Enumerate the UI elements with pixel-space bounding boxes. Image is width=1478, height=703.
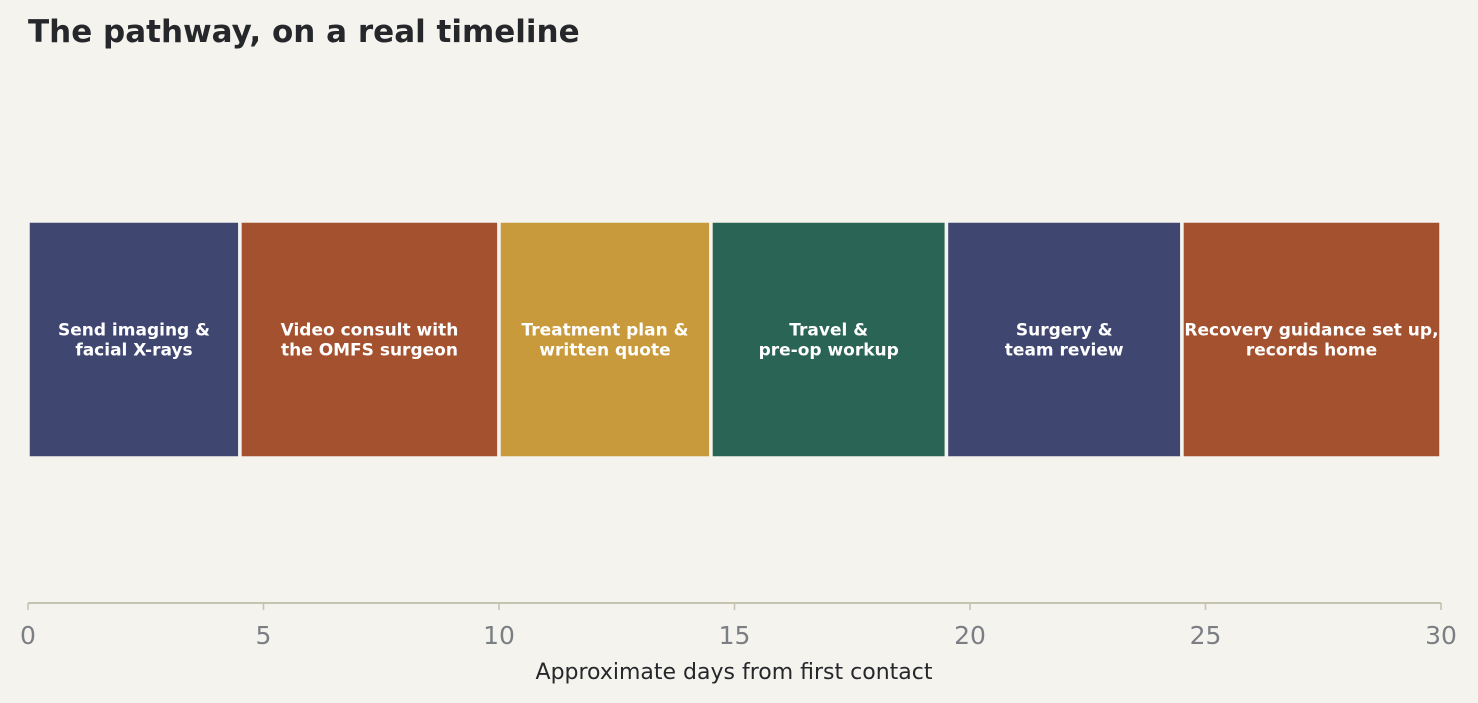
- x-tick-label: 25: [1190, 621, 1222, 650]
- x-tick-label: 0: [20, 621, 36, 650]
- timeline-segment: Send imaging & facial X-rays: [26, 219, 242, 460]
- segments-layer: Send imaging & facial X-rays Video consult…: [26, 219, 1443, 460]
- timeline-segment-label: Treatment plan & written quote: [521, 321, 688, 361]
- x-tick-label: 15: [719, 621, 751, 650]
- x-tick-label: 5: [256, 621, 272, 650]
- x-axis: 0 5 10 15 20 25 30: [20, 602, 1457, 650]
- timeline-segment-label: Send imaging & facial X-rays: [58, 321, 210, 361]
- timeline-segment-bar: [944, 219, 1184, 460]
- x-axis-label: Approximate days from first contact: [536, 660, 933, 685]
- timeline-segment-label: Video consult with the OMFS surgeon: [281, 321, 459, 361]
- timeline-segment-label: Travel & pre-op workup: [759, 321, 899, 361]
- timeline-segment-label: Surgery & team review: [1005, 321, 1124, 361]
- timeline-segment: Video consult with the OMFS surgeon: [238, 219, 501, 460]
- timeline-segment-bar: [1180, 219, 1443, 460]
- timeline-segment: Treatment plan & written quote: [497, 219, 713, 460]
- timeline-segment-bar: [709, 219, 949, 460]
- x-tick-label: 10: [483, 621, 515, 650]
- timeline-segment: Travel & pre-op workup: [709, 219, 949, 460]
- timeline-segment: Recovery guidance set up, records home: [1180, 219, 1443, 460]
- x-tick-label: 30: [1425, 621, 1457, 650]
- chart-title: The pathway, on a real timeline: [28, 14, 580, 50]
- timeline-segment-label: Recovery guidance set up, records home: [1184, 321, 1438, 361]
- timeline-segment: Surgery & team review: [944, 219, 1184, 460]
- timeline-segment-bar: [26, 219, 242, 460]
- timeline-segment-bar: [238, 219, 501, 460]
- timeline-segment-bar: [497, 219, 713, 460]
- x-tick-label: 20: [954, 621, 986, 650]
